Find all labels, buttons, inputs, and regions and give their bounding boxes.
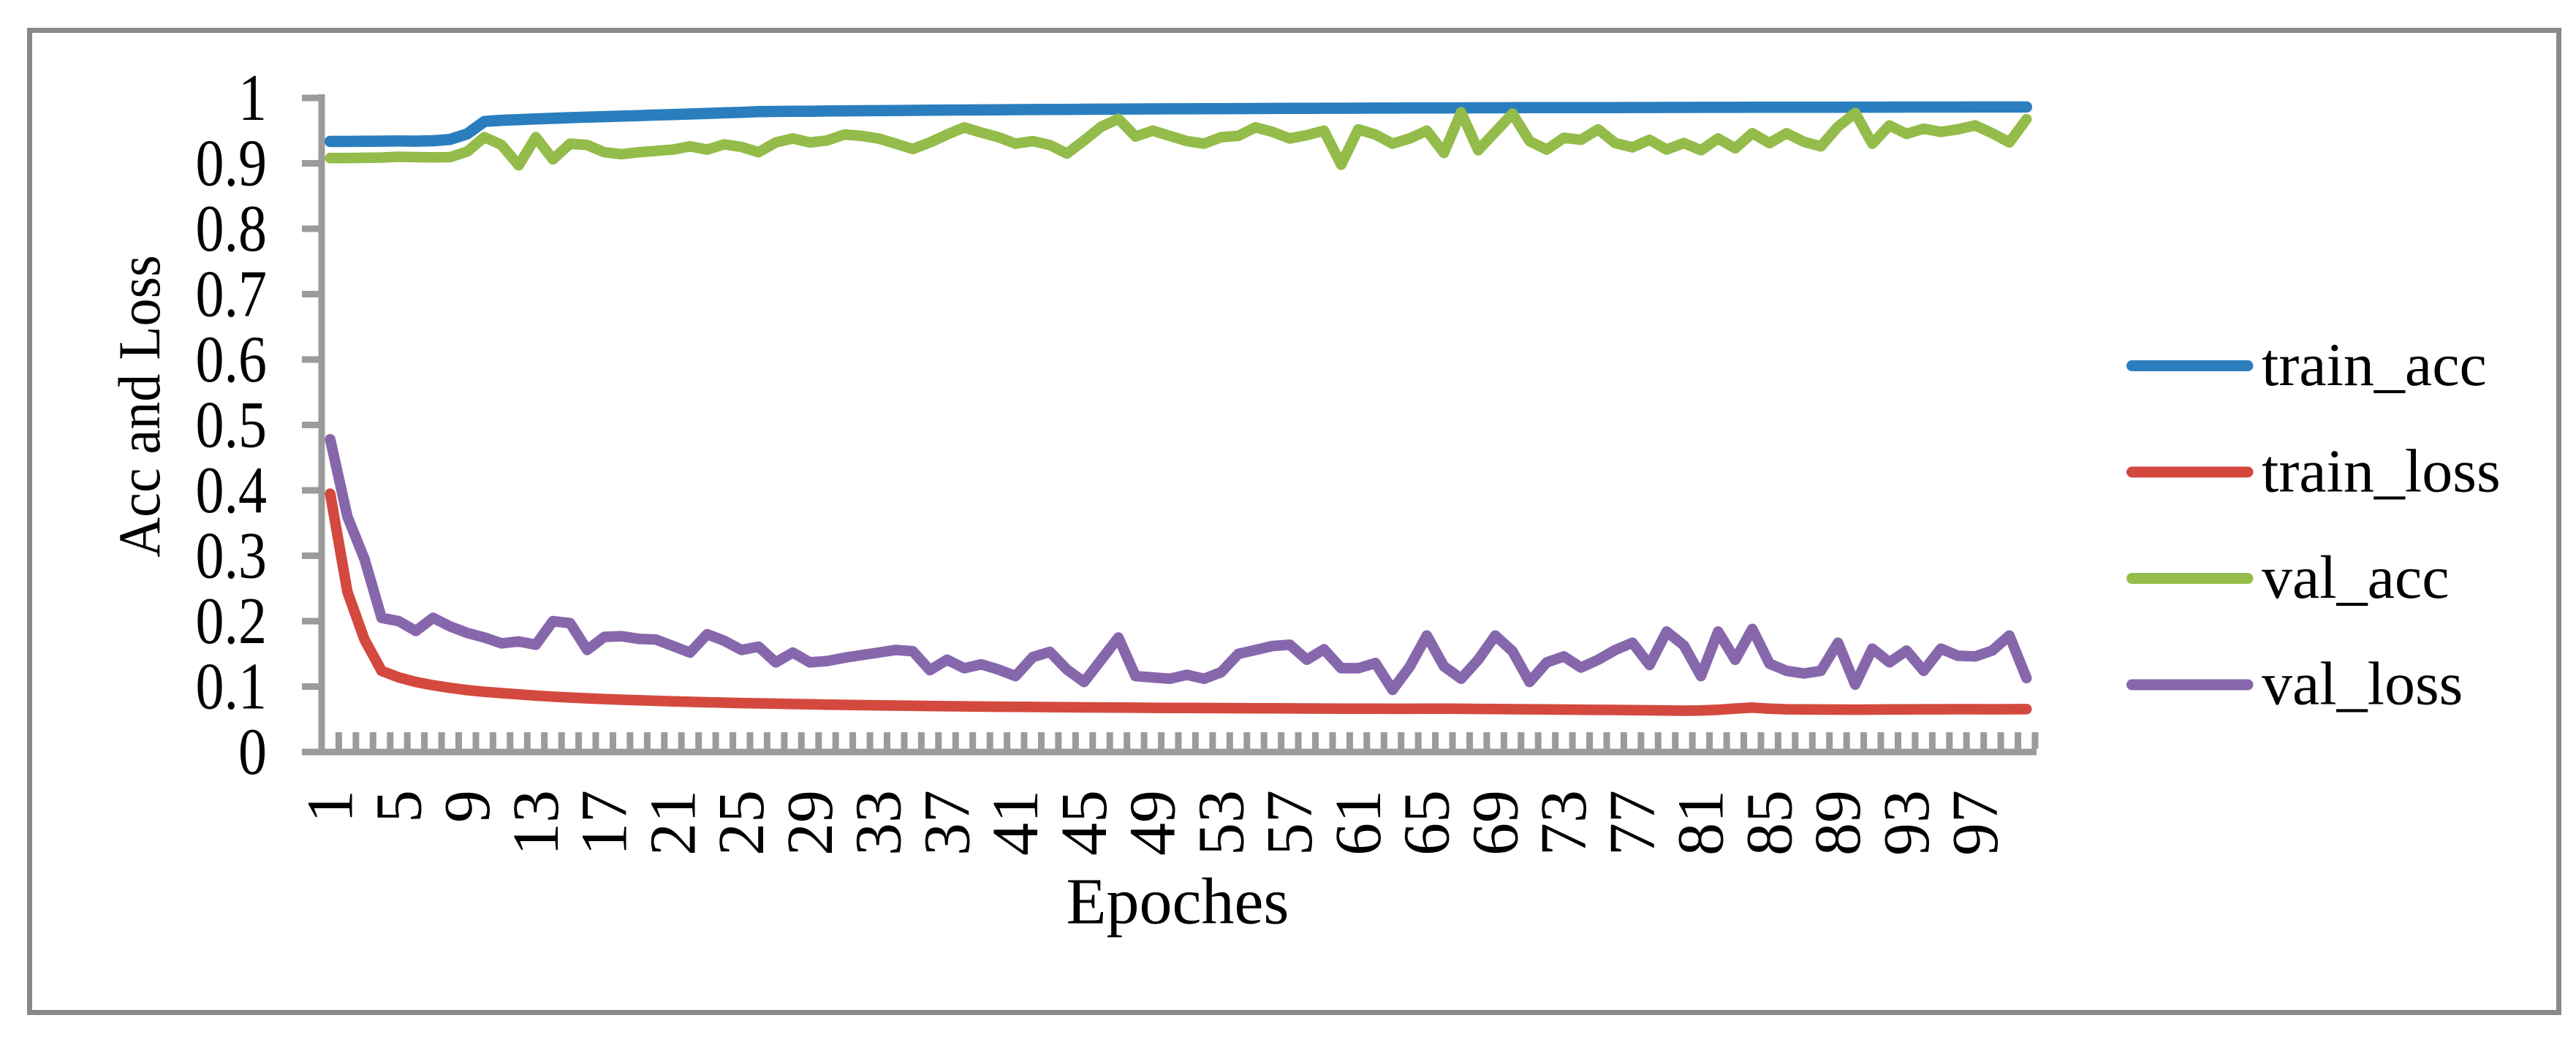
svg-text:57: 57 <box>1254 790 1326 856</box>
svg-text:97: 97 <box>1939 790 2012 856</box>
svg-text:13: 13 <box>500 790 572 856</box>
svg-text:0.6: 0.6 <box>196 323 267 397</box>
svg-text:41: 41 <box>980 790 1052 856</box>
svg-text:33: 33 <box>843 790 915 856</box>
svg-text:89: 89 <box>1802 790 1874 856</box>
svg-text:0.5: 0.5 <box>196 388 267 462</box>
svg-text:1: 1 <box>295 790 367 823</box>
svg-text:93: 93 <box>1871 790 1943 856</box>
svg-text:17: 17 <box>569 790 641 856</box>
svg-text:45: 45 <box>1048 790 1121 856</box>
svg-text:val_acc: val_acc <box>2262 544 2449 612</box>
svg-text:53: 53 <box>1185 790 1257 856</box>
svg-text:0.9: 0.9 <box>196 126 267 200</box>
svg-text:81: 81 <box>1665 790 1738 856</box>
svg-text:Epoches: Epoches <box>1067 866 1289 938</box>
svg-text:5: 5 <box>363 790 435 823</box>
svg-text:61: 61 <box>1322 790 1395 856</box>
svg-text:train_acc: train_acc <box>2262 331 2487 399</box>
svg-text:0.8: 0.8 <box>196 192 267 266</box>
svg-text:0.4: 0.4 <box>196 454 267 528</box>
svg-text:49: 49 <box>1117 790 1189 856</box>
svg-text:train_loss: train_loss <box>2262 438 2501 506</box>
svg-text:0.7: 0.7 <box>196 257 267 331</box>
svg-text:73: 73 <box>1528 790 1600 856</box>
svg-text:Acc and Loss: Acc and Loss <box>107 255 173 558</box>
svg-text:0.3: 0.3 <box>196 519 267 593</box>
svg-text:1: 1 <box>238 61 267 135</box>
svg-text:85: 85 <box>1734 790 1806 856</box>
svg-text:69: 69 <box>1459 790 1531 856</box>
svg-text:0: 0 <box>238 715 267 789</box>
svg-text:0.2: 0.2 <box>196 585 267 658</box>
svg-text:25: 25 <box>705 790 778 856</box>
svg-text:0.1: 0.1 <box>196 650 267 723</box>
svg-text:9: 9 <box>431 790 504 823</box>
svg-text:37: 37 <box>911 790 983 856</box>
svg-text:29: 29 <box>774 790 846 856</box>
svg-text:val_loss: val_loss <box>2262 650 2463 718</box>
svg-text:77: 77 <box>1596 790 1669 856</box>
svg-text:65: 65 <box>1391 790 1463 856</box>
svg-text:21: 21 <box>637 790 709 856</box>
